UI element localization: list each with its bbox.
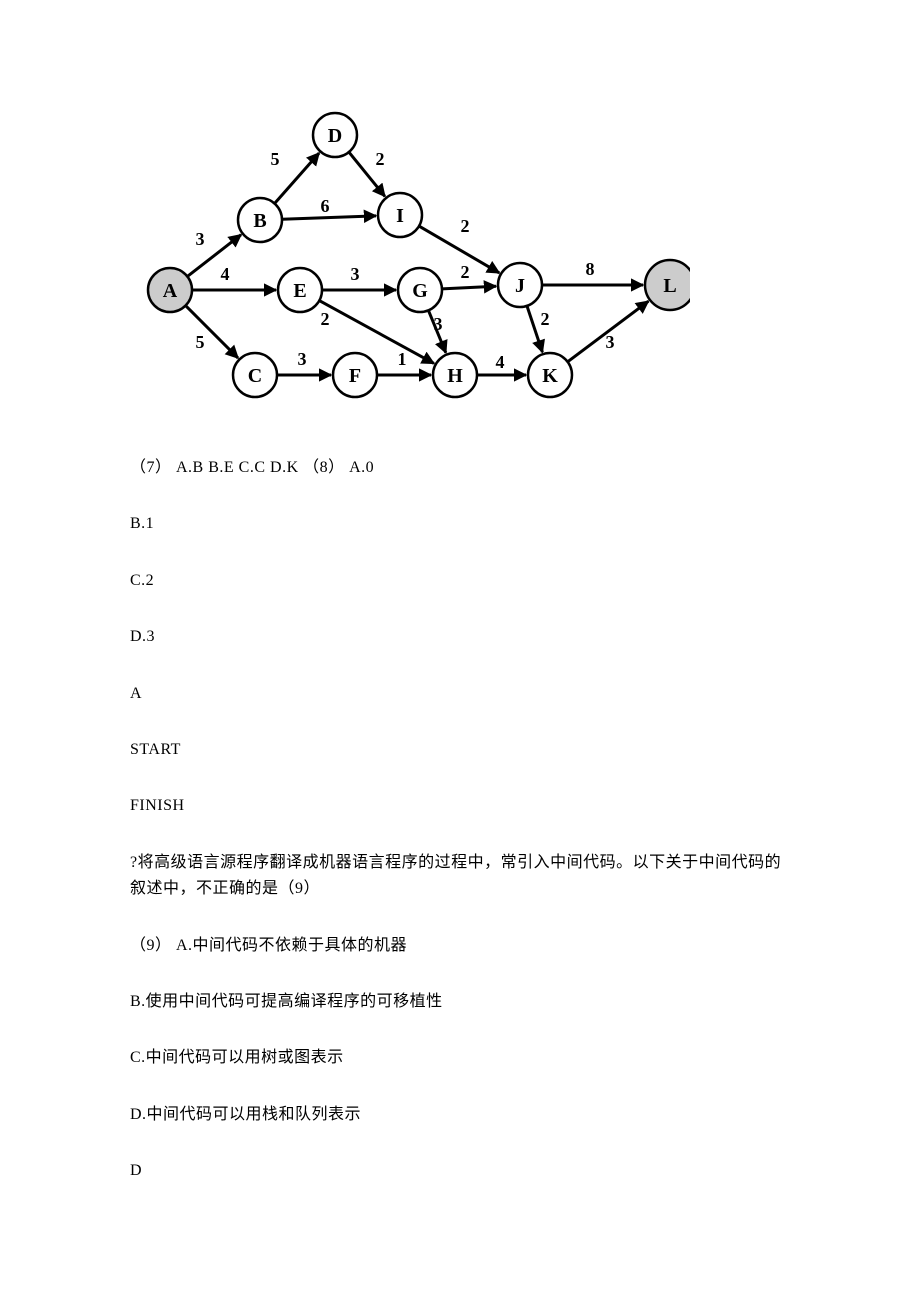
node-label-F: F [349,365,361,387]
edge-B-D [275,153,320,204]
edge-label-C-F: 3 [298,349,307,369]
edge-label-I-J: 2 [461,216,470,236]
edge-label-G-H: 3 [434,314,443,334]
option-b1: B.1 [130,511,790,537]
question-9-option-a: （9） A.中间代码不依赖于具体的机器 [130,933,790,959]
edge-label-H-K: 4 [496,352,505,372]
edge-I-J [419,226,499,273]
node-label-D: D [328,125,342,147]
edge-label-B-I: 6 [321,196,330,216]
graph-diagram: 34556223223823143ABDIEGJLCFHK [130,100,790,415]
edge-label-E-H: 2 [321,309,330,329]
node-label-E: E [293,280,306,302]
edge-label-J-L: 8 [586,259,595,279]
node-label-L: L [663,275,676,297]
node-label-G: G [412,280,428,302]
node-label-A: A [163,280,178,302]
node-label-K: K [542,365,558,387]
edge-label-A-C: 5 [196,332,205,352]
label-start: START [130,737,790,763]
option-d3: D.3 [130,624,790,650]
edge-label-D-I: 2 [376,149,385,169]
node-label-C: C [248,365,262,387]
question-7-8: （7） A.B B.E C.C D.K （8） A.0 [130,455,790,481]
option-c2: C.2 [130,568,790,594]
label-finish: FINISH [130,793,790,819]
edge-label-B-D: 5 [271,149,280,169]
node-label-J: J [515,275,525,297]
question-9-stem: ?将高级语言源程序翻译成机器语言程序的过程中，常引入中间代码。以下关于中间代码的… [130,850,790,903]
edge-label-K-L: 3 [606,332,615,352]
node-label-B: B [253,210,266,232]
answer-d: D [130,1158,790,1184]
edge-label-A-E: 4 [221,264,230,284]
edge-label-E-G: 3 [351,264,360,284]
edge-label-F-H: 1 [398,349,407,369]
edge-B-I [282,216,376,219]
answer-a: A [130,681,790,707]
edge-G-J [442,286,496,289]
node-label-I: I [396,205,404,227]
edge-A-C [186,306,238,358]
question-9-option-c: C.中间代码可以用树或图表示 [130,1045,790,1071]
edge-label-J-K: 2 [541,309,550,329]
edge-label-G-J: 2 [461,262,470,282]
question-9-option-d: D.中间代码可以用栈和队列表示 [130,1102,790,1128]
edge-label-A-B: 3 [196,229,205,249]
question-9-option-b: B.使用中间代码可提高编译程序的可移植性 [130,989,790,1015]
graph-svg: 34556223223823143ABDIEGJLCFHK [130,100,690,410]
node-label-H: H [447,365,463,387]
